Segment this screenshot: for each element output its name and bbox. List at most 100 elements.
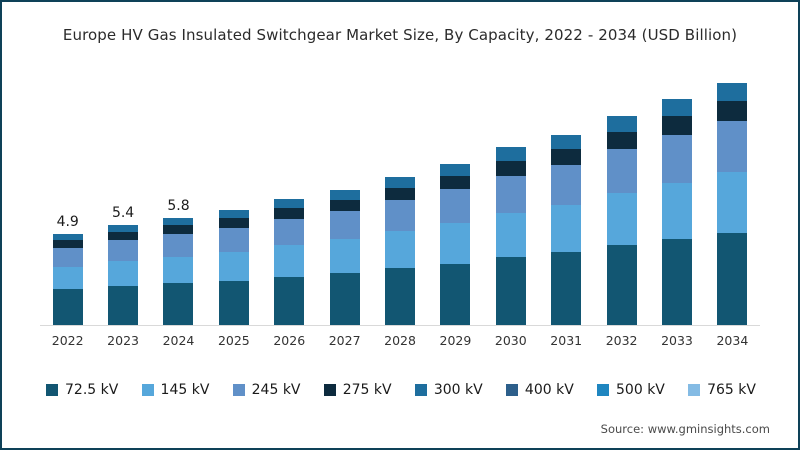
x-tick-label: 2032 (605, 333, 638, 348)
legend-label: 245 kV (251, 382, 301, 398)
bar-segment-72.5-kv (717, 232, 748, 325)
stacked-bar-2026 (274, 199, 305, 325)
stacked-bar-2031 (551, 134, 582, 325)
bar-segment-72.5-kv (551, 252, 582, 325)
x-tick-label: 2029 (439, 333, 472, 348)
bar-segment-145-kv (163, 256, 194, 284)
x-tick-label: 2028 (384, 333, 416, 348)
bar-segment-245-kv (274, 218, 305, 246)
bar-column-2034 (705, 58, 760, 325)
bar-column-2029 (428, 58, 483, 325)
bar-segment-275-kv (440, 175, 471, 190)
bar-segment-72.5-kv (108, 286, 139, 325)
legend-label: 500 kV (616, 382, 665, 398)
bar-segment-275-kv (218, 218, 249, 229)
bar-segment-275-kv (661, 116, 692, 136)
bar-segment-145-kv (551, 204, 582, 253)
stacked-bar-2030 (495, 147, 526, 325)
stacked-bar-2023 (108, 225, 139, 325)
x-tick-label: 2031 (550, 333, 583, 348)
stacked-bar-2022 (52, 234, 83, 325)
bar-segment-145-kv (606, 193, 637, 246)
bar-segment-72.5-kv (274, 276, 305, 325)
bar-column-2023: 5.4 (95, 58, 150, 325)
stacked-bar-2025 (218, 210, 249, 325)
bar-segment-145-kv (329, 239, 360, 274)
bar-segment-300-kv (163, 217, 194, 226)
bar-segment-300-kv (108, 225, 139, 232)
bar-column-2022: 4.9 (40, 58, 95, 325)
bar-value-label: 4.9 (56, 214, 79, 231)
bar-segment-275-kv (163, 225, 194, 235)
bar-segment-275-kv (385, 187, 416, 201)
legend-label: 275 kV (342, 382, 392, 398)
bar-segment-245-kv (717, 121, 748, 173)
legend-item-72.5-kv: 72.5 kV (46, 382, 118, 398)
source-attribution: Source: www.gminsights.com (600, 422, 770, 436)
bar-segment-275-kv (108, 231, 139, 241)
stacked-bar-2028 (385, 177, 416, 325)
bar-segment-145-kv (218, 251, 249, 281)
bar-segment-300-kv (717, 82, 748, 101)
bar-segment-145-kv (274, 245, 305, 277)
bar-column-2024: 5.8 (151, 58, 206, 325)
legend: 72.5 kV 145 kV 245 kV 275 kV 300 kV 400 kV 500… (46, 382, 756, 398)
bar-segment-275-kv (274, 208, 305, 219)
bar-segment-300-kv (440, 164, 471, 176)
bar-segment-300-kv (52, 234, 83, 241)
bar-segment-275-kv (717, 100, 748, 122)
x-tick-label: 2034 (716, 333, 749, 348)
x-tick-label: 2022 (51, 333, 84, 348)
bar-segment-145-kv (385, 231, 416, 269)
legend-swatch-icon (46, 384, 58, 396)
legend-swatch-icon (141, 384, 154, 396)
legend-item-400-kv: 400 kV (505, 382, 574, 398)
x-tick-label: 2023 (107, 333, 139, 348)
bar-column-2027 (317, 58, 372, 325)
bar-segment-300-kv (551, 134, 582, 149)
legend-item-300-kv: 300 kV (414, 382, 483, 398)
bar-segment-275-kv (606, 131, 637, 150)
x-tick-label: 2026 (273, 333, 306, 348)
bar-segment-300-kv (606, 115, 637, 132)
plot-area: 4.9 5.4 5.8 2022 2023 2024 2025 2026 2027 2028 20… (40, 58, 760, 348)
bar-segment-72.5-kv (385, 268, 416, 325)
bars-row: 4.9 5.4 5.8 (40, 58, 760, 326)
bar-segment-300-kv (661, 99, 692, 117)
bar-segment-245-kv (551, 164, 582, 205)
legend-label: 72.5 kV (65, 382, 119, 398)
stacked-bar-2024 (163, 217, 194, 325)
bar-segment-145-kv (661, 182, 692, 240)
bar-segment-245-kv (52, 248, 83, 267)
x-tick-label: 2030 (494, 333, 527, 348)
legend-item-500-kv: 500 kV (597, 382, 665, 398)
legend-label: 400 kV (524, 382, 574, 398)
bar-segment-275-kv (551, 148, 582, 165)
bar-column-2032 (594, 58, 649, 325)
bar-column-2030 (483, 58, 538, 325)
bar-segment-72.5-kv (606, 245, 637, 325)
bar-segment-275-kv (329, 199, 360, 212)
legend-item-245-kv: 245 kV (232, 382, 301, 398)
bar-segment-300-kv (385, 177, 416, 188)
chart-title: Europe HV Gas Insulated Switchgear Marke… (62, 26, 738, 44)
legend-label: 145 kV (160, 382, 210, 398)
legend-swatch-icon (505, 384, 518, 396)
bar-segment-275-kv (495, 160, 526, 176)
bar-segment-145-kv (52, 266, 83, 289)
bar-segment-245-kv (661, 135, 692, 183)
legend-swatch-icon (597, 384, 610, 396)
legend-label: 300 kV (433, 382, 483, 398)
bar-segment-145-kv (108, 261, 139, 287)
bar-segment-145-kv (495, 213, 526, 258)
bar-segment-72.5-kv (661, 239, 692, 325)
bar-column-2031 (539, 58, 594, 325)
bar-column-2025 (206, 58, 261, 325)
x-tick-label: 2033 (661, 333, 693, 348)
bar-segment-72.5-kv (218, 280, 249, 325)
bar-segment-245-kv (385, 200, 416, 232)
bar-segment-275-kv (52, 240, 83, 249)
x-tick-label: 2027 (328, 333, 361, 348)
bar-column-2033 (649, 58, 704, 325)
